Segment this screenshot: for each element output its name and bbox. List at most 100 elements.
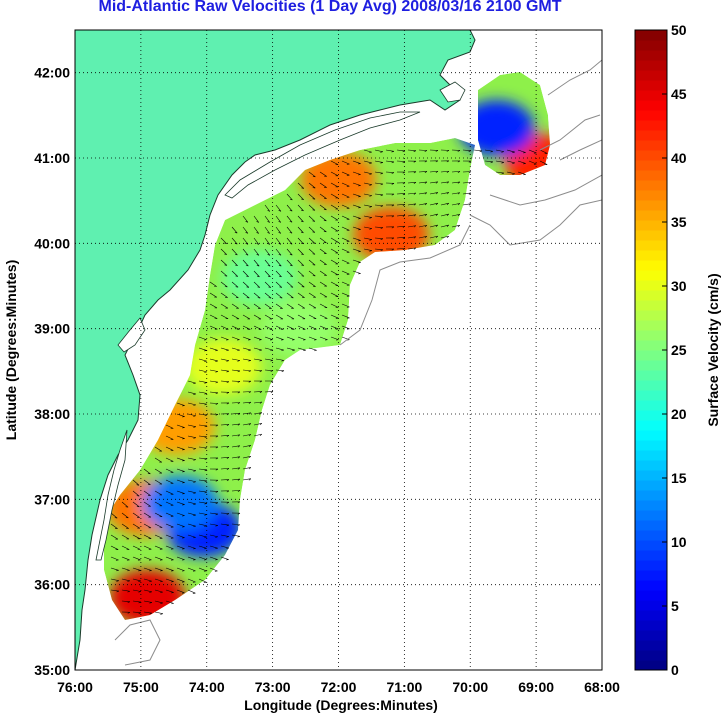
- velocity-arrow-head: [424, 171, 428, 174]
- velocity-arrow: [352, 193, 361, 197]
- velocity-arrow: [220, 281, 228, 288]
- velocity-arrow-head: [193, 382, 196, 384]
- velocity-arrow: [165, 512, 174, 517]
- velocity-arrow-head: [224, 275, 228, 277]
- velocity-arrow: [495, 149, 504, 152]
- velocity-arrow-head: [237, 402, 241, 405]
- velocity-arrow: [319, 292, 328, 298]
- velocity-arrow: [275, 292, 283, 299]
- velocity-arrow: [154, 446, 162, 452]
- velocity-arrow-head: [256, 243, 259, 245]
- velocity-arrow-head: [234, 253, 238, 256]
- velocity-arrow: [253, 248, 260, 256]
- colorbar-band: [635, 280, 667, 291]
- velocity-arrow-head: [413, 236, 417, 239]
- velocity-arrow-head: [391, 161, 395, 164]
- velocity-arrow: [264, 259, 271, 267]
- velocity-arrow-head: [127, 611, 131, 614]
- velocity-arrow-head: [226, 547, 229, 549]
- velocity-arrow-head: [256, 221, 259, 223]
- velocity-arrow: [286, 292, 294, 299]
- colorbar-band: [635, 310, 667, 321]
- velocity-arrow: [363, 171, 372, 175]
- velocity-arrow: [121, 534, 130, 540]
- velocity-arrow: [198, 556, 207, 560]
- velocity-arrow: [209, 347, 218, 351]
- velocity-arrow-head: [267, 254, 271, 256]
- velocity-arrow-head: [512, 151, 515, 153]
- velocity-arrow: [451, 192, 460, 195]
- velocity-arrow: [429, 170, 438, 173]
- velocity-arrow: [341, 281, 350, 286]
- velocity-arrow: [110, 512, 118, 519]
- velocity-arrow: [209, 402, 219, 404]
- velocity-arrow: [319, 270, 327, 276]
- velocity-arrow: [429, 202, 438, 206]
- velocity-arrow: [176, 523, 185, 527]
- velocity-arrow: [242, 358, 251, 361]
- velocity-arrow-head: [248, 360, 251, 362]
- velocity-arrow-head: [215, 424, 219, 427]
- velocity-arrow-head: [204, 525, 207, 527]
- velocity-arrow-head: [312, 220, 315, 222]
- velocity-arrow: [352, 204, 361, 208]
- velocity-arrow-head: [391, 151, 394, 153]
- velocity-arrow-head: [380, 227, 384, 229]
- velocity-arrow: [264, 314, 273, 320]
- velocity-arrow: [330, 336, 339, 341]
- colorbar-band: [635, 550, 667, 561]
- velocity-arrow-head: [237, 445, 241, 448]
- velocity-arrow: [264, 226, 270, 234]
- velocity-arrow-head: [402, 171, 406, 174]
- velocity-arrow: [352, 160, 361, 164]
- colorbar-band: [635, 360, 667, 371]
- velocity-arrow: [165, 556, 174, 561]
- velocity-arrow: [275, 215, 282, 223]
- velocity-arrow-head: [468, 171, 472, 174]
- colorbar-band: [635, 490, 667, 501]
- velocity-arrow-head: [468, 160, 472, 163]
- velocity-arrow: [341, 314, 350, 319]
- long-island-sound: [224, 111, 421, 199]
- velocity-arrow-head: [204, 447, 208, 450]
- velocity-vectors: [110, 149, 548, 615]
- velocity-arrow-head: [138, 580, 141, 582]
- velocity-arrow: [429, 235, 438, 239]
- velocity-arrow: [374, 204, 383, 207]
- velocity-arrow: [198, 358, 207, 362]
- velocity-arrow: [308, 215, 316, 222]
- x-tick-label: 76:00: [57, 679, 93, 695]
- velocity-arrow: [121, 578, 130, 582]
- velocity-arrow-head: [149, 602, 152, 604]
- velocity-arrow: [407, 203, 416, 206]
- velocity-arrow: [231, 445, 240, 448]
- delaware-bay: [117, 317, 146, 353]
- velocity-arrow-head: [204, 480, 208, 483]
- velocity-arrow-head: [457, 181, 461, 184]
- x-axis-label: Longitude (Degrees:Minutes): [244, 697, 438, 713]
- velocity-arrow: [264, 237, 270, 245]
- colorbar-band: [635, 610, 667, 621]
- velocity-arrow-head: [256, 275, 260, 278]
- velocity-arrow: [253, 391, 263, 393]
- velocity-arrow: [209, 358, 218, 362]
- velocity-arrow: [429, 181, 438, 184]
- velocity-arrow-head: [204, 548, 207, 550]
- velocity-arrow: [528, 149, 537, 154]
- velocity-arrow: [187, 512, 196, 516]
- velocity-arrow-head: [435, 213, 438, 216]
- velocity-arrow: [242, 270, 249, 277]
- velocity-arrow-head: [281, 349, 284, 351]
- velocity-arrow-head: [160, 602, 163, 604]
- velocity-arrow-head: [259, 349, 262, 351]
- colorbar-band: [635, 180, 667, 191]
- velocity-arrow-head: [234, 231, 238, 234]
- velocity-arrow: [209, 281, 217, 287]
- velocity-arrow: [154, 468, 162, 474]
- velocity-arrow: [297, 193, 304, 200]
- colorbar-band: [635, 340, 667, 351]
- velocity-arrow: [132, 512, 140, 518]
- velocity-hotspot: [142, 475, 219, 532]
- velocity-arrow: [286, 215, 293, 223]
- velocity-arrow: [198, 490, 207, 493]
